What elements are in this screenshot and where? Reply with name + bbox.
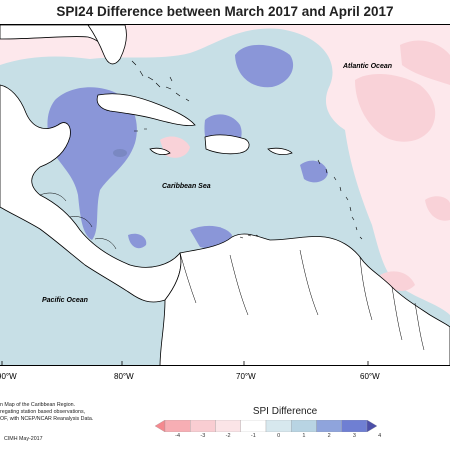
- legend-tick-label: 2: [327, 433, 331, 439]
- cayman-islands: [134, 128, 147, 132]
- legend-colorbar: [155, 420, 377, 432]
- blue-anomaly-region: [235, 44, 294, 88]
- hispaniola: [204, 134, 250, 155]
- map-note: n Map of the Caribbean Region.: [0, 402, 76, 408]
- blue-anomaly-region: [47, 87, 137, 240]
- legend-swatch: [366, 420, 377, 432]
- mexico-central-america: [0, 84, 182, 303]
- legend-tick-label: -3: [200, 433, 206, 439]
- jamaica: [149, 147, 171, 156]
- longitude-label: 90°W: [0, 372, 17, 381]
- legend-swatch: [291, 420, 317, 432]
- pink-anomaly-region: [355, 73, 436, 142]
- pink-anomaly-region: [425, 196, 450, 221]
- map-title: SPI24 Difference between March 2017 and …: [56, 4, 394, 19]
- longitude-label: 80°W: [114, 372, 134, 381]
- small-islands: [131, 60, 363, 240]
- pink-anomaly-region: [400, 40, 450, 85]
- credit-text: CIMH May-2017: [4, 436, 43, 442]
- pacific-ocean-label: Pacific Ocean: [42, 297, 88, 304]
- map-canvas: [0, 25, 450, 365]
- legend-tick-label: -1: [250, 433, 256, 439]
- map-note: regating station based observations,: [0, 409, 86, 415]
- blue-anomaly-spot: [113, 149, 127, 157]
- legend-tick-label: 4: [378, 433, 382, 439]
- legend-swatch: [190, 420, 216, 432]
- graticule-ticks: [1, 361, 369, 365]
- south-america: [159, 233, 450, 365]
- legend-title: SPI Difference: [252, 406, 318, 417]
- cuba: [96, 93, 196, 126]
- atlantic-ocean-label: Atlantic Ocean: [343, 63, 393, 70]
- blue-anomaly-region: [128, 233, 147, 249]
- longitude-label: 70°W: [236, 372, 256, 381]
- legend-swatch: [215, 420, 241, 432]
- land-masses: [0, 25, 450, 365]
- legend-swatch: [164, 420, 191, 432]
- caribbean-sea-label: Caribbean Sea: [162, 183, 211, 190]
- florida-peninsula: [87, 25, 127, 65]
- bahamas: [131, 60, 190, 102]
- legend-tick-label: -2: [225, 433, 231, 439]
- legend-swatch: [155, 420, 166, 432]
- map-note: OF, with NCEP/NCAR Reanalysis Data.: [0, 416, 94, 422]
- pink-anomaly-region: [380, 271, 415, 291]
- longitude-label: 60°W: [360, 372, 380, 381]
- legend-tick-label: 1: [302, 433, 306, 439]
- legend-swatch: [265, 420, 292, 432]
- lesser-antilles: [317, 159, 363, 240]
- country-borders: [39, 192, 425, 351]
- legend-tick-label: -4: [175, 433, 181, 439]
- blue-anomaly-region: [300, 160, 328, 183]
- legend-tick-label: 3: [352, 433, 356, 439]
- puerto-rico: [267, 147, 293, 156]
- abc-islands: [239, 234, 259, 239]
- legend-swatch: [240, 420, 267, 432]
- legend-swatch: [316, 420, 342, 432]
- legend-tick-label: 0: [277, 433, 281, 439]
- legend-swatch: [341, 420, 368, 432]
- map-frame: Atlantic Ocean Caribbean Sea Pacific Oce…: [0, 24, 450, 366]
